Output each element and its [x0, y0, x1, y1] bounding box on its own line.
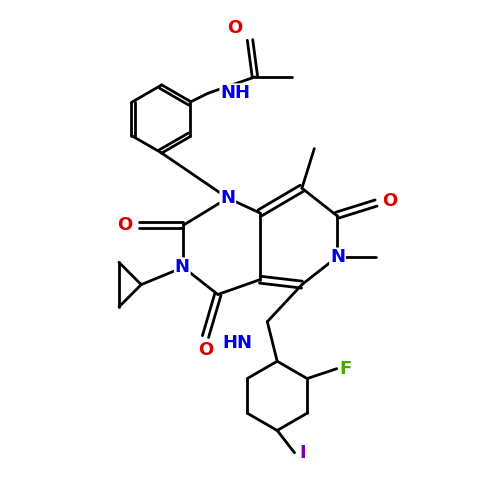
Text: F: F: [340, 360, 351, 378]
Text: HN: HN: [222, 334, 252, 352]
Text: I: I: [300, 444, 306, 462]
Text: N: N: [330, 248, 345, 266]
Text: O: O: [118, 216, 133, 234]
Text: N: N: [175, 258, 190, 276]
Text: NH: NH: [220, 84, 250, 102]
Text: N: N: [220, 189, 236, 207]
Text: O: O: [382, 192, 398, 210]
Text: O: O: [228, 20, 242, 38]
Text: O: O: [198, 342, 213, 359]
